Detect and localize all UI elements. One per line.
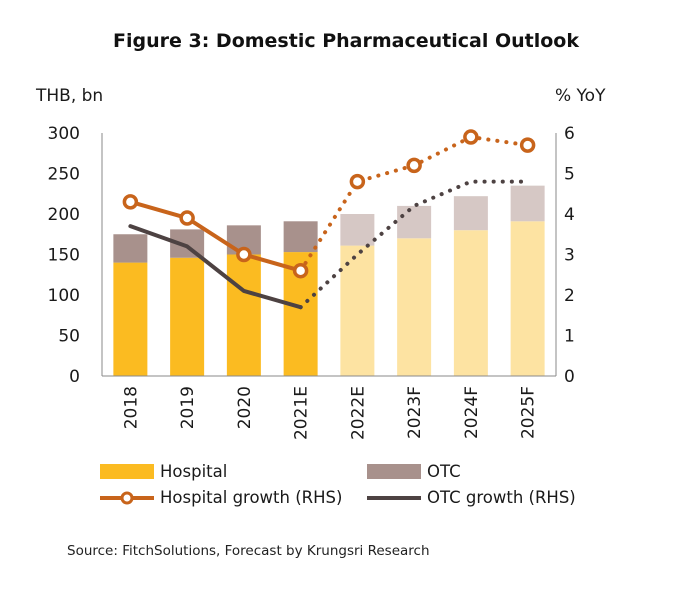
y-tick-right-6: 6 <box>564 124 575 144</box>
y-tick-left-0: 0 <box>69 367 80 387</box>
bar-otc-2022E <box>340 214 375 246</box>
y-tick-left-50: 50 <box>58 327 80 347</box>
legend-item-hospital: Hospital <box>100 462 360 482</box>
y-axis-left-label: THB, bn <box>36 86 104 106</box>
source-note: Source: FitchSolutions, Forecast by Krun… <box>67 543 430 559</box>
hospital-growth-point-2022E <box>349 173 366 190</box>
bar-otc-2025F <box>510 185 545 222</box>
x-tick-2022E: 2022E <box>348 386 368 440</box>
bar-otc-2018 <box>113 234 148 263</box>
legend-item-hospital-growth: Hospital growth (RHS) <box>100 488 360 508</box>
hospital-growth-point-2020 <box>236 246 252 263</box>
hospital-growth-point-2019 <box>179 210 195 226</box>
bar-hospital-2023F <box>397 238 432 376</box>
bar-hospital-2024F <box>453 230 488 376</box>
hospital-growth-point-2018 <box>122 194 139 210</box>
legend-item-otc-growth: OTC growth (RHS) <box>367 488 627 508</box>
bar-hospital-2020 <box>226 254 261 376</box>
bar-otc-2024F <box>453 196 488 231</box>
y-tick-left-150: 150 <box>48 246 80 266</box>
y-tick-right-5: 5 <box>564 165 575 185</box>
otc-growth-line-actual <box>128 224 303 310</box>
y-tick-left-250: 250 <box>48 165 80 185</box>
bar-hospital-2022E <box>340 245 375 376</box>
bar-otc-2021E <box>283 221 318 253</box>
hospital-growth-point-2024F <box>463 129 479 145</box>
x-tick-2020: 2020 <box>235 386 255 429</box>
legend-swatch-otc <box>367 464 421 479</box>
y-tick-right-4: 4 <box>564 205 575 225</box>
x-tick-2019: 2019 <box>178 386 198 429</box>
x-tick-2023F: 2023F <box>405 386 425 439</box>
legend-label-hospital-growth: Hospital growth (RHS) <box>160 488 343 507</box>
bar-hospital-2019 <box>170 257 205 376</box>
y-axis-right-label: % YoY <box>555 86 606 106</box>
hospital-growth-point-2023F <box>406 157 422 174</box>
y-tick-left-200: 200 <box>48 205 80 225</box>
x-tick-2021E: 2021E <box>292 386 312 440</box>
y-tick-left-300: 300 <box>48 124 80 144</box>
legend-swatch-otc-growth <box>367 496 421 500</box>
legend-swatch-hospital-growth <box>100 491 154 505</box>
legend-label-otc-growth: OTC growth (RHS) <box>427 488 576 507</box>
hospital-growth-line-actual <box>128 199 303 273</box>
y-tick-right-2: 2 <box>564 286 575 306</box>
legend-swatch-hospital <box>100 464 154 479</box>
x-tick-2025F: 2025F <box>519 386 539 439</box>
y-tick-right-3: 3 <box>564 246 575 266</box>
hospital-growth-point-2021E <box>292 262 309 279</box>
y-tick-left-100: 100 <box>48 286 80 306</box>
legend-label-hospital: Hospital <box>160 462 228 481</box>
hospital-growth-point-2025F <box>519 137 536 153</box>
x-tick-2018: 2018 <box>121 386 141 429</box>
bar-hospital-2018 <box>113 262 148 376</box>
y-tick-right-1: 1 <box>564 327 575 347</box>
bar-hospital-2025F <box>510 221 545 376</box>
y-tick-right-0: 0 <box>564 367 575 387</box>
legend-label-otc: OTC <box>427 462 461 481</box>
legend-item-otc: OTC <box>367 462 627 482</box>
x-tick-2024F: 2024F <box>462 386 482 439</box>
chart-title: Figure 3: Domestic Pharmaceutical Outloo… <box>113 30 579 52</box>
bar-otc-2023F <box>397 205 432 239</box>
